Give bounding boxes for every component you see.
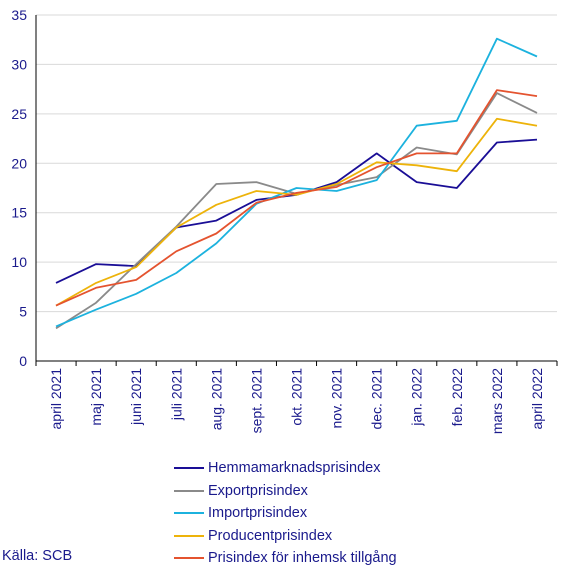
legend-swatch [174, 534, 204, 537]
legend-label: Exportprisindex [208, 482, 308, 499]
legend-item: Producentprisindex [174, 525, 397, 548]
x-tick-label: okt. 2021 [289, 368, 305, 426]
x-tick-label: sept. 2021 [248, 368, 264, 434]
legend: Hemmamarknadsprisindex Exportprisindex I… [174, 457, 397, 570]
x-tick-label: nov. 2021 [329, 368, 345, 429]
legend-swatch [174, 489, 204, 492]
legend-label: Prisindex för inhemsk tillgång [208, 550, 397, 567]
legend-label: Hemmamarknadsprisindex [208, 460, 381, 477]
legend-swatch [174, 467, 204, 470]
series-line [55, 92, 538, 330]
source-note: Källa: SCB [2, 548, 73, 564]
y-tick-label: 0 [19, 353, 27, 369]
series-line [55, 117, 538, 307]
legend-item: Hemmamarknadsprisindex [174, 457, 397, 480]
series-line [55, 89, 538, 307]
y-axis-tick-labels: 0 5 10 15 20 25 30 35 [11, 7, 27, 369]
legend-swatch [174, 557, 204, 560]
x-tick-label: jan. 2022 [409, 368, 425, 427]
x-tick-label: aug. 2021 [208, 368, 224, 430]
x-tick-label: dec. 2021 [369, 368, 385, 430]
x-tick-label: mars 2022 [489, 368, 505, 434]
series-line [55, 37, 538, 328]
x-tick-label: juni 2021 [128, 368, 144, 426]
legend-label: Producentprisindex [208, 527, 333, 544]
x-tick-label: april 2021 [48, 368, 64, 430]
x-axis-tick-labels: april 2021 maj 2021 juni 2021 juli 2021 aug.… [48, 368, 545, 434]
y-tick-label: 10 [11, 254, 27, 270]
x-tick-label: juli 2021 [168, 368, 184, 421]
legend-swatch [174, 512, 204, 515]
legend-item: Prisindex för inhemsk tillgång [174, 547, 397, 570]
x-tick-label: april 2022 [529, 368, 545, 430]
legend-item: Importprisindex [174, 502, 397, 525]
line-chart: 0 5 10 15 20 25 30 35 april 2021 maj 2021 juni 20… [11, 7, 558, 434]
legend-item: Exportprisindex [174, 480, 397, 503]
grid-lines [35, 14, 558, 366]
y-tick-label: 5 [19, 304, 27, 320]
y-tick-label: 35 [11, 7, 27, 23]
series-lines [55, 37, 538, 330]
y-tick-label: 20 [11, 155, 27, 171]
y-tick-label: 30 [11, 56, 27, 72]
x-tick-label: feb. 2022 [449, 368, 465, 427]
y-tick-label: 15 [11, 205, 27, 221]
x-tick-label: maj 2021 [88, 368, 104, 426]
legend-label: Importprisindex [208, 505, 308, 522]
y-tick-label: 25 [11, 106, 27, 122]
